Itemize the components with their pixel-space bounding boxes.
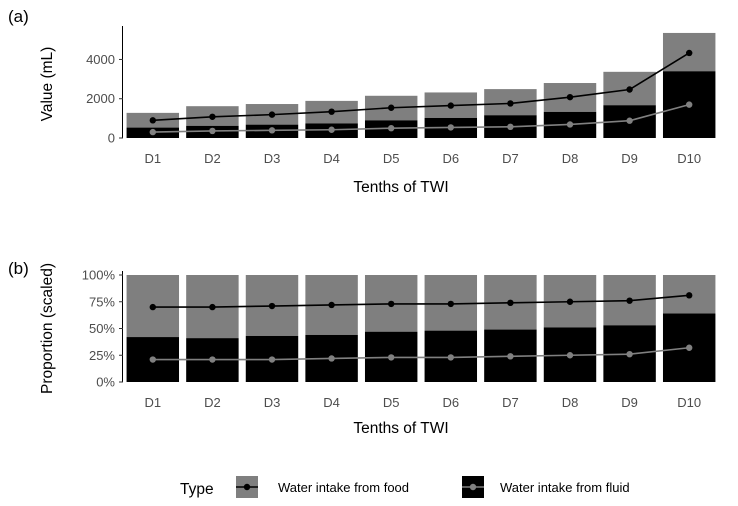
point-fluid-D10 (686, 101, 693, 108)
panel-b: (b) 0% 25% 50% 75% 100% D1 D2 D3 D4 D5 D6 D7 D8 D9 D10 T… (8, 259, 716, 437)
y-tick-label: 0 (108, 131, 115, 146)
x-tick-label: D5 (383, 151, 400, 166)
line-food (152, 294, 690, 308)
point-fluid-D7 (507, 123, 514, 131)
point-fluid-D5 (388, 124, 395, 132)
point-fluid-D3 (268, 356, 276, 363)
x-tick-label: D10 (677, 151, 701, 166)
x-tick-label: D2 (204, 151, 221, 166)
x-tick-label: D3 (264, 151, 281, 166)
x-tick-label: D8 (562, 395, 579, 410)
panel-label: (b) (8, 259, 29, 278)
legend: Type Water intake from food Water intake… (180, 476, 630, 498)
legend-key-fluid-point (469, 483, 477, 491)
y-tick-label: 0% (96, 375, 115, 390)
legend-key-food-point (243, 483, 251, 491)
point-food-D10 (686, 292, 693, 299)
point-food-D5 (388, 300, 395, 308)
x-tick-label: D3 (264, 395, 281, 410)
x-tick-label: D1 (144, 151, 161, 166)
x-tick-label: D6 (442, 151, 459, 166)
point-fluid-D10 (686, 344, 693, 351)
point-food-D3 (268, 302, 276, 310)
line-fluid (152, 346, 690, 361)
y-axis-title: Value (mL) (39, 47, 56, 122)
x-tick-label: D9 (621, 151, 638, 166)
point-food-D1 (149, 117, 156, 124)
point-fluid-D5 (388, 354, 395, 361)
x-tick-label: D7 (502, 395, 519, 410)
point-fluid-D9 (626, 350, 633, 358)
point-fluid-D8 (566, 352, 574, 359)
point-food-D1 (149, 303, 156, 311)
x-tick-label: D5 (383, 395, 400, 410)
x-tick-label: D9 (621, 395, 638, 410)
point-fluid-D1 (149, 128, 156, 136)
x-tick-label: D4 (323, 395, 340, 410)
point-food-D9 (626, 297, 633, 304)
y-tick-label: 50% (89, 321, 115, 336)
y-tick-label: 25% (89, 348, 115, 363)
y-tick-label: 2000 (86, 91, 115, 106)
x-axis-title: Tenths of TWI (353, 420, 448, 437)
x-tick-label: D8 (562, 151, 579, 166)
point-fluid-D9 (626, 117, 633, 124)
y-tick-label: 75% (89, 294, 115, 309)
point-food-D2 (209, 113, 216, 120)
legend-title: Type (180, 481, 214, 498)
point-fluid-D2 (209, 127, 216, 135)
x-tick-label: D1 (144, 395, 161, 410)
point-fluid-D4 (328, 126, 335, 133)
point-food-D4 (328, 301, 335, 309)
point-food-D8 (566, 93, 574, 101)
point-fluid-D1 (149, 356, 156, 363)
panel-label: (a) (8, 7, 29, 26)
panel-a: (a) 0 2000 4000 D1 D2 D3 D4 D5 D6 D7 D8 D9 D10 Tenths … (8, 7, 716, 196)
x-tick-label: D4 (323, 151, 340, 166)
point-fluid-D8 (566, 121, 574, 128)
y-tick-label: 100% (82, 268, 116, 283)
legend-label-fluid: Water intake from fluid (500, 480, 630, 495)
x-tick-label: D6 (442, 395, 459, 410)
point-fluid-D7 (507, 353, 514, 360)
line-food (152, 52, 690, 122)
x-axis-title: Tenths of TWI (353, 179, 448, 196)
point-fluid-D4 (328, 355, 335, 362)
y-axis-title: Proportion (scaled) (39, 263, 56, 394)
x-tick-label: D2 (204, 395, 221, 410)
chart-panels: (a) 0 2000 4000 D1 D2 D3 D4 D5 D6 D7 D8 D9 D10 Tenths … (8, 7, 716, 437)
point-fluid-D3 (268, 127, 276, 134)
x-tick-label: D10 (677, 395, 701, 410)
point-fluid-D2 (209, 356, 216, 363)
x-tick-label: D7 (502, 151, 519, 166)
point-food-D6 (447, 102, 454, 109)
point-food-D5 (388, 104, 395, 111)
point-food-D4 (328, 108, 335, 115)
point-food-D10 (686, 49, 693, 57)
point-food-D2 (209, 303, 216, 311)
point-fluid-D6 (447, 354, 454, 361)
point-food-D7 (507, 299, 514, 307)
point-food-D6 (447, 300, 454, 308)
point-food-D3 (268, 111, 276, 118)
line-fluid (152, 103, 690, 133)
point-food-D8 (566, 298, 574, 305)
y-tick-label: 4000 (86, 52, 115, 67)
point-food-D9 (626, 86, 633, 93)
point-food-D7 (507, 100, 514, 107)
point-fluid-D6 (447, 124, 454, 131)
legend-label-food: Water intake from food (278, 480, 409, 495)
